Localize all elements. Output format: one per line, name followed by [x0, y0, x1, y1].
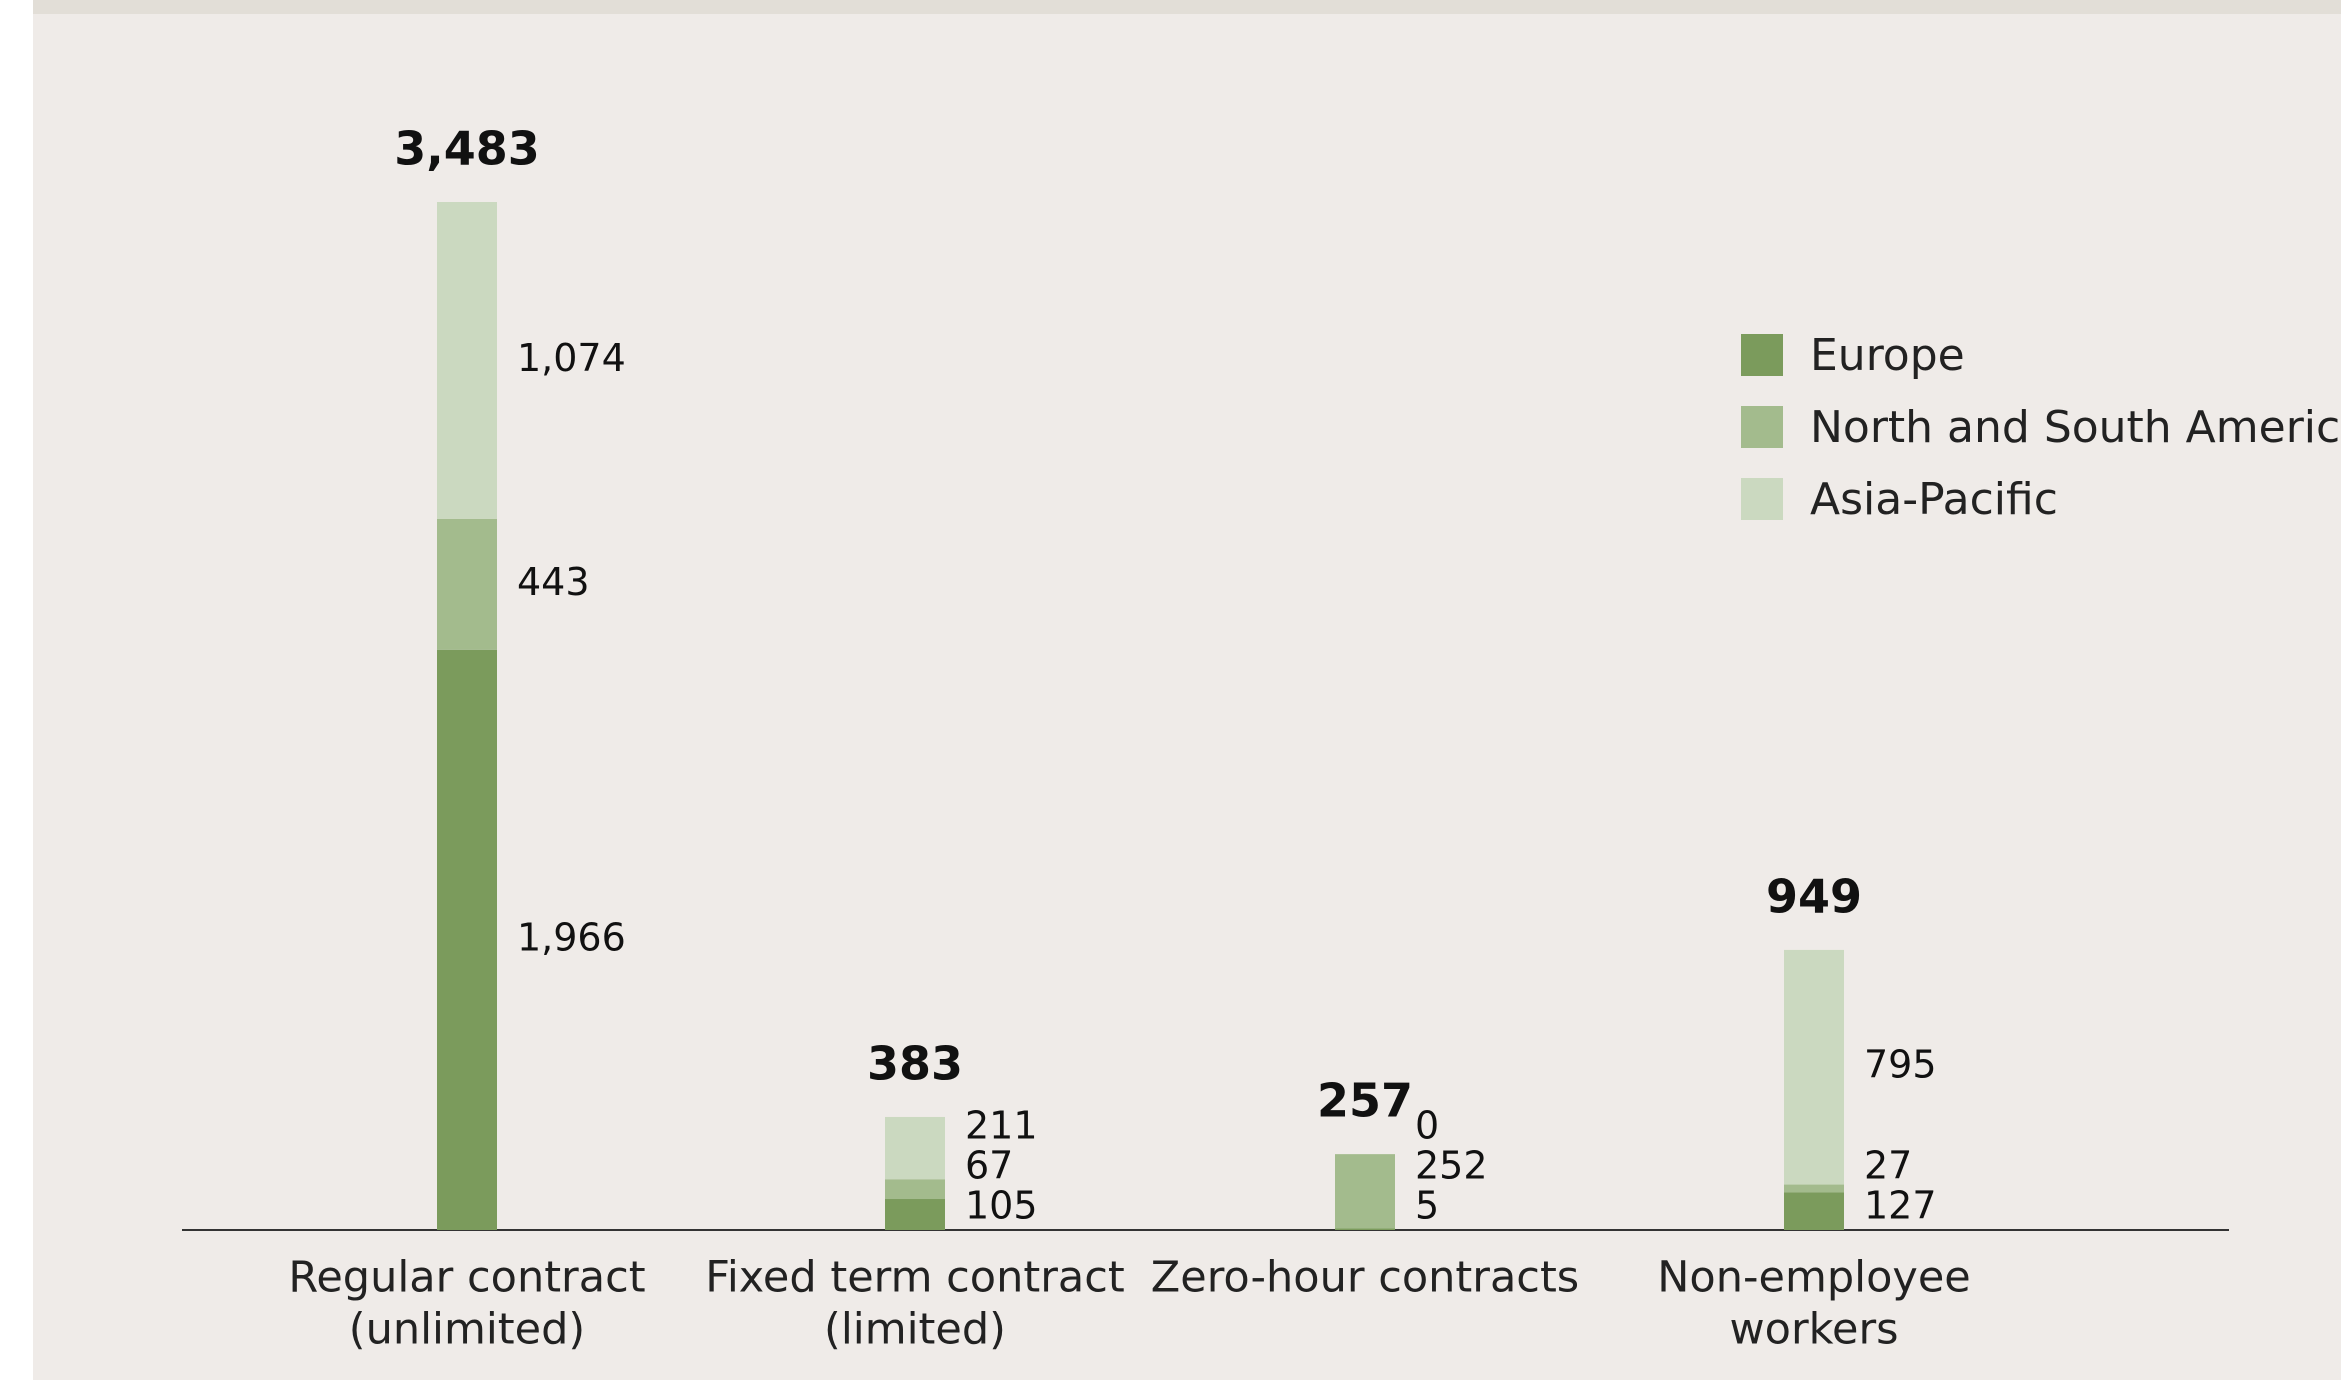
value-label: 27 — [1864, 1144, 1912, 1188]
legend-label: Asia-Pacific — [1810, 474, 2058, 525]
bar-segment — [437, 649, 497, 1230]
x-tick-label: Regular contract — [288, 1253, 645, 1303]
x-tick-label: Zero-hour contracts — [1151, 1253, 1579, 1303]
total-label: 3,483 — [394, 122, 540, 176]
total-label: 257 — [1317, 1074, 1413, 1128]
value-label: 105 — [965, 1184, 1038, 1228]
bar-segment — [885, 1199, 945, 1230]
background — [33, 0, 2341, 1380]
value-label: 67 — [965, 1144, 1013, 1188]
legend-label: Europe — [1810, 330, 1965, 381]
bar-segment — [437, 202, 497, 519]
x-tick-label: Non-employee — [1657, 1253, 1971, 1303]
bar-segment — [1784, 1192, 1844, 1230]
legend-label: North and South America — [1810, 402, 2341, 453]
bar-segment — [885, 1179, 945, 1200]
legend-swatch — [1741, 334, 1783, 376]
bar-segment — [1784, 1184, 1844, 1193]
x-tick-label: Fixed term contract — [705, 1253, 1124, 1303]
total-label: 949 — [1766, 869, 1862, 923]
legend-swatch — [1741, 406, 1783, 448]
value-label: 252 — [1415, 1144, 1488, 1188]
value-label: 0 — [1415, 1104, 1439, 1148]
x-tick-label: workers — [1729, 1305, 1898, 1355]
value-label: 443 — [517, 560, 590, 604]
bar-segment — [1784, 949, 1844, 1185]
value-label: 795 — [1864, 1043, 1937, 1087]
bar-segment — [1335, 1154, 1395, 1229]
value-label: 127 — [1864, 1184, 1937, 1228]
value-label: 1,966 — [517, 915, 626, 959]
x-tick-label: (unlimited) — [349, 1305, 585, 1355]
x-tick-label: (limited) — [824, 1305, 1006, 1355]
bar-segment — [437, 518, 497, 650]
value-label: 5 — [1415, 1184, 1439, 1228]
value-label: 1,074 — [517, 336, 626, 380]
bar-segment — [885, 1116, 945, 1180]
top-band — [33, 0, 2341, 14]
bar-segment — [1335, 1228, 1395, 1230]
legend-swatch — [1741, 478, 1783, 520]
value-label: 211 — [965, 1104, 1038, 1148]
total-label: 383 — [867, 1036, 963, 1090]
